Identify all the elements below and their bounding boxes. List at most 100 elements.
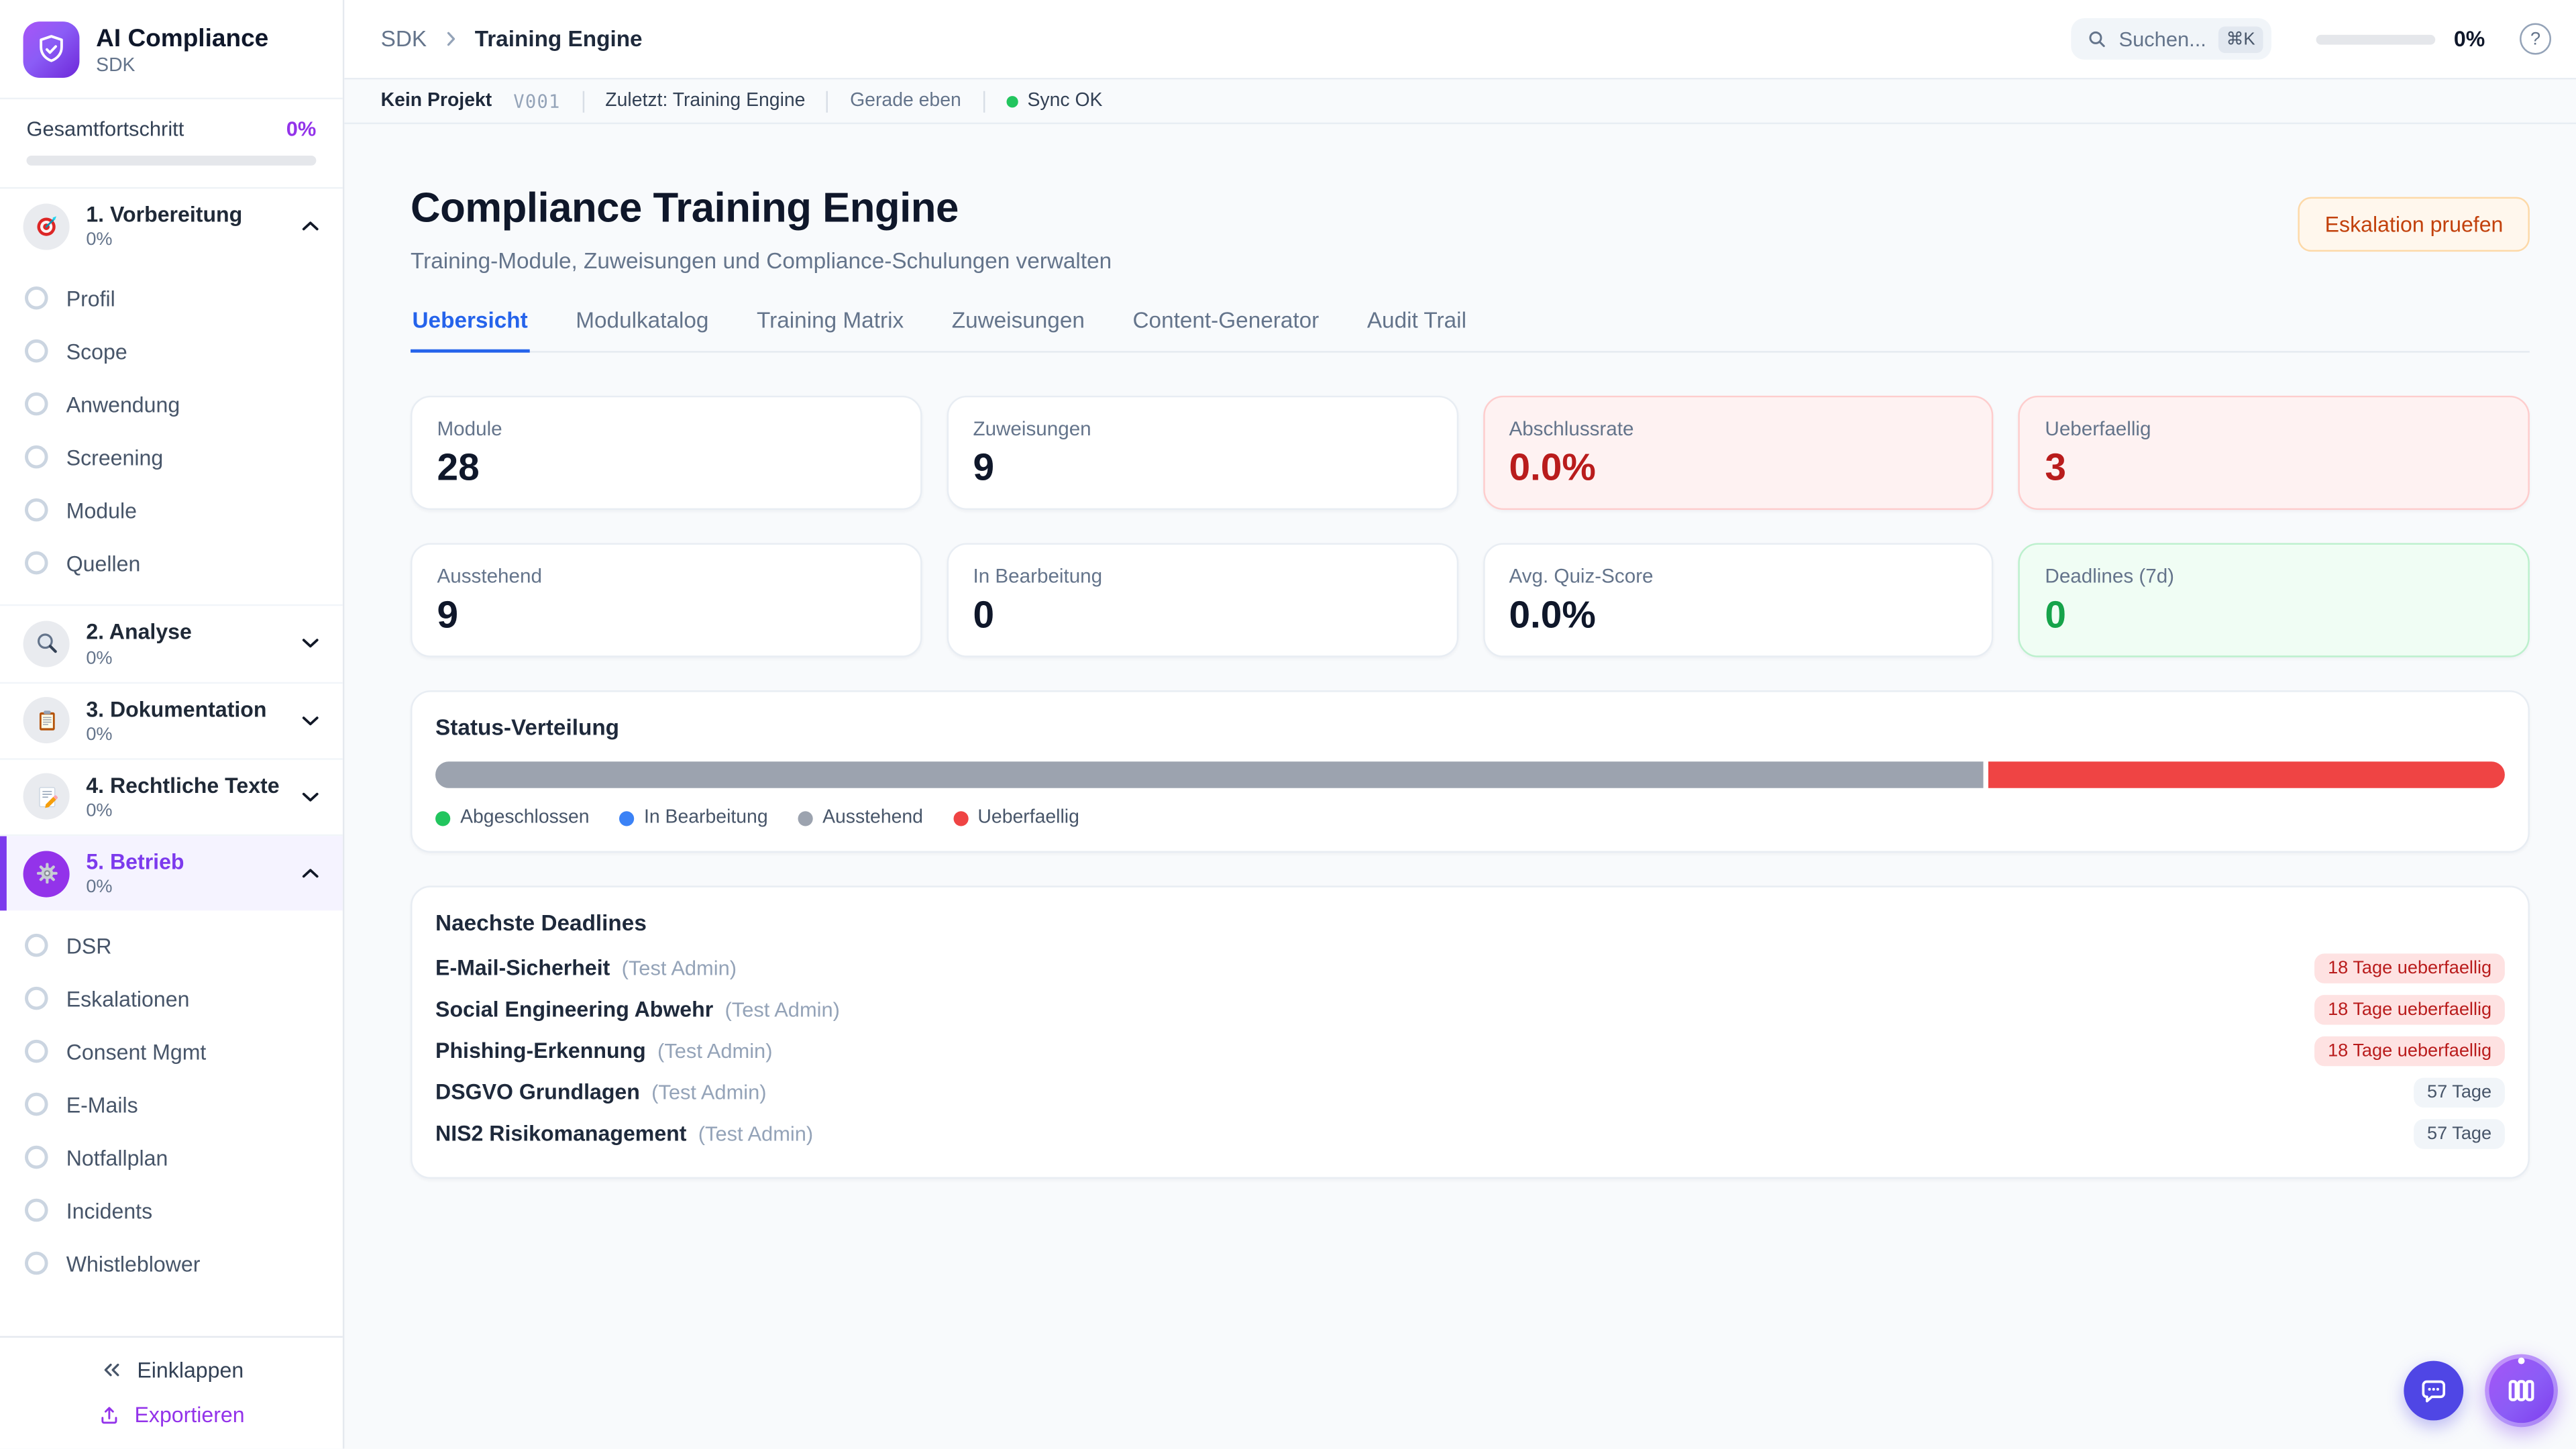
sidebar-item-e-mails[interactable]: E-Mails bbox=[0, 1078, 343, 1131]
sidebar-item-module[interactable]: Module bbox=[0, 484, 343, 537]
legend-label: Ueberfaellig bbox=[977, 808, 1079, 828]
deadline-assignee: (Test Admin) bbox=[651, 1081, 767, 1105]
breadcrumb-root[interactable]: SDK bbox=[380, 26, 427, 52]
sidebar-group-label: 2. Analyse bbox=[86, 619, 192, 645]
sidebar-item-whistleblower[interactable]: Whistleblower bbox=[0, 1237, 343, 1290]
legend-item-ueberfaellig: Ueberfaellig bbox=[953, 808, 1079, 828]
sync-ok-dot-icon bbox=[1006, 95, 1018, 107]
sidebar-group-5-betrieb[interactable]: 5. Betrieb 0% bbox=[0, 834, 343, 911]
last-sync-time: Gerade eben bbox=[850, 91, 961, 111]
sidebar-item-dsr[interactable]: DSR bbox=[0, 919, 343, 972]
sidebar-item-label: Screening bbox=[66, 445, 164, 470]
deadline-row-phishing-erkennung[interactable]: Phishing-Erkennung (Test Admin) 18 Tage … bbox=[435, 1030, 2505, 1071]
sidebar-item-incidents[interactable]: Incidents bbox=[0, 1184, 343, 1237]
deadline-badge: 18 Tage ueberfaellig bbox=[2314, 1035, 2505, 1066]
stat-card-avg-quiz-score: Avg. Quiz-Score 0.0% bbox=[1482, 543, 1994, 657]
overall-progress: Gesamtfortschritt 0% bbox=[0, 99, 343, 189]
page-title: Compliance Training Engine bbox=[411, 185, 959, 232]
tab-audit-trail[interactable]: Audit Trail bbox=[1365, 308, 1468, 353]
chevron-down-icon bbox=[298, 631, 323, 656]
gear-icon bbox=[23, 850, 70, 897]
sidebar-item-notfallplan[interactable]: Notfallplan bbox=[0, 1131, 343, 1184]
sidebar-item-consent-mgmt[interactable]: Consent Mgmt bbox=[0, 1025, 343, 1078]
search-input[interactable]: Suchen... ⌘K bbox=[2070, 18, 2272, 60]
step-circle-icon bbox=[25, 498, 48, 522]
deadline-row-nis2-risikomanagement[interactable]: NIS2 Risikomanagement (Test Admin) 57 Ta… bbox=[435, 1112, 2505, 1154]
double-chevron-left-icon bbox=[99, 1358, 124, 1383]
sidebar-item-label: Quellen bbox=[66, 551, 141, 576]
check-escalation-button[interactable]: Eskalation pruefen bbox=[2298, 197, 2530, 252]
sidebar-group-3-dokumentation[interactable]: 3. Dokumentation 0% bbox=[0, 681, 343, 758]
chat-fab-button[interactable] bbox=[2404, 1361, 2464, 1421]
breadcrumb: SDK Training Engine bbox=[381, 26, 643, 51]
project-status-bar: Kein Projekt V001 Zuletzt: Training Engi… bbox=[344, 79, 2576, 125]
stat-label: Module bbox=[437, 417, 502, 441]
step-circle-icon bbox=[25, 1146, 48, 1169]
stat-card-abschlussrate: Abschlussrate 0.0% bbox=[1482, 395, 1994, 511]
sidebar: AI Compliance SDK Gesamtfortschritt 0% 1… bbox=[0, 0, 345, 1449]
stat-value: 3 bbox=[2045, 445, 2067, 489]
tab-training-matrix[interactable]: Training Matrix bbox=[755, 308, 906, 353]
stat-value: 0 bbox=[973, 592, 995, 636]
columns-icon bbox=[2503, 1373, 2539, 1409]
main-column: SDK Training Engine Suchen... ⌘K 0% ? Ke… bbox=[344, 0, 2576, 1449]
stat-value: 0 bbox=[2045, 592, 2067, 636]
apps-fab-button[interactable] bbox=[2485, 1354, 2558, 1428]
stat-card-in-bearbeitung: In Bearbeitung 0 bbox=[947, 543, 1458, 657]
help-button[interactable]: ? bbox=[2520, 23, 2551, 55]
export-button[interactable]: Exportieren bbox=[98, 1403, 245, 1428]
sidebar-item-eskalationen[interactable]: Eskalationen bbox=[0, 972, 343, 1025]
chevron-up-icon bbox=[298, 861, 323, 886]
tab-uebersicht[interactable]: Uebersicht bbox=[411, 308, 530, 353]
stat-card-module: Module 28 bbox=[411, 395, 922, 511]
sidebar-group-percent: 0% bbox=[86, 801, 113, 822]
deadline-badge: 57 Tage bbox=[2414, 1077, 2505, 1107]
target-icon bbox=[23, 203, 70, 250]
legend-label: In Bearbeitung bbox=[643, 808, 768, 828]
step-circle-icon bbox=[25, 1199, 48, 1222]
stat-card-ueberfaellig: Ueberfaellig 3 bbox=[2018, 395, 2530, 511]
legend-dot-icon bbox=[953, 810, 968, 826]
deadline-module: Social Engineering Abwehr bbox=[435, 996, 714, 1022]
step-circle-icon bbox=[25, 1252, 48, 1275]
tab-modulkatalog[interactable]: Modulkatalog bbox=[574, 308, 710, 353]
sidebar-group-4-rechtliche-texte[interactable]: 4. Rechtliche Texte 0% bbox=[0, 757, 343, 835]
legend-label: Ausstehend bbox=[822, 808, 923, 828]
sidebar-group-percent: 0% bbox=[86, 724, 113, 745]
tab-zuweisungen[interactable]: Zuweisungen bbox=[950, 308, 1086, 353]
deadline-row-social-engineering-abwehr[interactable]: Social Engineering Abwehr (Test Admin) 1… bbox=[435, 988, 2505, 1030]
sidebar-group-2-analyse[interactable]: 2. Analyse 0% bbox=[0, 604, 343, 682]
header-progress-bar bbox=[2316, 34, 2436, 44]
sidebar-item-label: Notfallplan bbox=[66, 1145, 168, 1171]
sidebar-item-scope[interactable]: Scope bbox=[0, 325, 343, 378]
legend-dot-icon bbox=[619, 810, 635, 826]
stat-card-zuweisungen: Zuweisungen 9 bbox=[947, 395, 1458, 511]
deadline-row-e-mail-sicherheit[interactable]: E-Mail-Sicherheit (Test Admin) 18 Tage u… bbox=[435, 947, 2505, 989]
collapse-sidebar-button[interactable]: Einklappen bbox=[99, 1358, 244, 1383]
step-circle-icon bbox=[25, 934, 48, 958]
sidebar-item-label: E-Mails bbox=[66, 1092, 138, 1118]
deadline-row-dsgvo-grundlagen[interactable]: DSGVO Grundlagen (Test Admin) 57 Tage bbox=[435, 1071, 2505, 1113]
app-subtitle: SDK bbox=[96, 55, 136, 76]
sidebar-item-quellen[interactable]: Quellen bbox=[0, 537, 343, 590]
floating-buttons bbox=[2404, 1354, 2558, 1428]
sync-status: Sync OK bbox=[1006, 91, 1103, 111]
sidebar-item-anwendung[interactable]: Anwendung bbox=[0, 378, 343, 431]
sidebar-group-percent: 0% bbox=[86, 877, 113, 898]
sidebar-group-1-vorbereitung[interactable]: 1. Vorbereitung 0% bbox=[0, 189, 343, 264]
notification-dot-icon bbox=[2518, 1357, 2525, 1364]
deadlines-title: Naechste Deadlines bbox=[435, 910, 647, 936]
clipboard-icon bbox=[23, 697, 70, 744]
search-icon bbox=[2086, 28, 2107, 50]
stat-value: 0.0% bbox=[1509, 592, 1596, 636]
step-circle-icon bbox=[25, 286, 48, 311]
sidebar-item-label: DSR bbox=[66, 933, 112, 959]
step-circle-icon bbox=[25, 987, 48, 1011]
chevron-down-icon bbox=[298, 708, 323, 733]
stat-label: Ausstehend bbox=[437, 564, 542, 588]
sidebar-header: AI Compliance SDK bbox=[0, 0, 343, 100]
stat-card-ausstehend: Ausstehend 9 bbox=[411, 543, 922, 657]
sidebar-item-screening[interactable]: Screening bbox=[0, 431, 343, 484]
sidebar-item-profil[interactable]: Profil bbox=[0, 272, 343, 325]
tab-content-generator[interactable]: Content-Generator bbox=[1131, 308, 1321, 353]
